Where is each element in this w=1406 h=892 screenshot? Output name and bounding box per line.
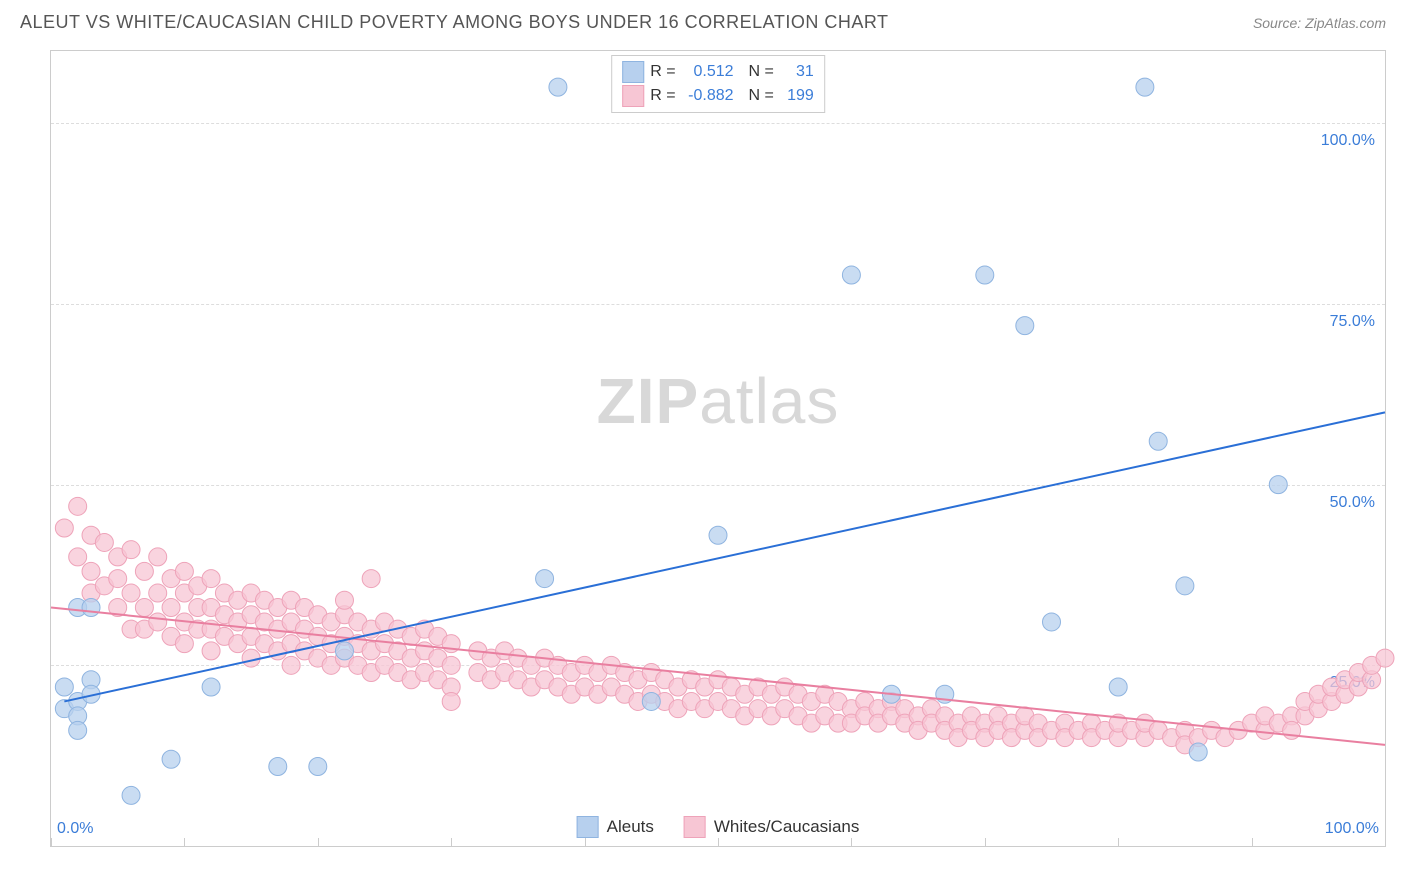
- data-point: [202, 642, 220, 660]
- legend-r-label: R =: [650, 60, 675, 84]
- x-tick-mark: [1385, 838, 1386, 846]
- data-point: [162, 750, 180, 768]
- data-point: [1269, 476, 1287, 494]
- data-point: [549, 78, 567, 96]
- data-point: [1136, 78, 1154, 96]
- data-point: [135, 599, 153, 617]
- data-point: [149, 613, 167, 631]
- correlation-legend: R = 0.512 N =31 R = -0.882 N =199: [611, 55, 825, 113]
- data-point: [69, 497, 87, 515]
- data-point: [842, 266, 860, 284]
- x-axis-max-label: 100.0%: [1325, 820, 1379, 838]
- data-point: [362, 570, 380, 588]
- data-point: [135, 562, 153, 580]
- data-point: [95, 533, 113, 551]
- data-point: [122, 541, 140, 559]
- data-point: [976, 266, 994, 284]
- legend-r-label: R =: [650, 84, 675, 108]
- data-point: [69, 548, 87, 566]
- legend-n-label: N =: [740, 84, 774, 108]
- data-point: [242, 649, 260, 667]
- legend-swatch: [622, 85, 644, 107]
- source-label: Source: ZipAtlas.com: [1253, 15, 1386, 31]
- data-point: [175, 635, 193, 653]
- data-point: [1376, 649, 1394, 667]
- data-point: [55, 678, 73, 696]
- data-point: [1109, 678, 1127, 696]
- data-point: [69, 721, 87, 739]
- data-point: [149, 548, 167, 566]
- data-point: [1149, 432, 1167, 450]
- data-point: [202, 678, 220, 696]
- data-point: [175, 562, 193, 580]
- data-point: [335, 591, 353, 609]
- series-legend: Aleuts Whites/Caucasians: [577, 816, 860, 838]
- legend-item: Whites/Caucasians: [684, 816, 860, 838]
- legend-r-value: 0.512: [682, 60, 734, 84]
- data-point: [149, 584, 167, 602]
- chart-area: ZIPatlas 25.0%50.0%75.0%100.0% R =0.512 …: [50, 50, 1386, 847]
- data-point: [269, 758, 287, 776]
- legend-row: R = 0.512 N =31: [622, 60, 814, 84]
- legend-r-value: -0.882: [682, 84, 734, 108]
- data-point: [536, 570, 554, 588]
- data-point: [202, 570, 220, 588]
- data-point: [109, 570, 127, 588]
- data-point: [122, 786, 140, 804]
- data-point: [335, 642, 353, 660]
- data-point: [55, 519, 73, 537]
- legend-n-label: N =: [740, 60, 774, 84]
- legend-n-value: 199: [780, 84, 814, 108]
- data-point: [282, 656, 300, 674]
- data-point: [642, 692, 660, 710]
- x-axis-min-label: 0.0%: [57, 820, 93, 838]
- scatter-plot: [51, 51, 1385, 846]
- legend-swatch: [684, 816, 706, 838]
- legend-item: Aleuts: [577, 816, 654, 838]
- data-point: [1176, 577, 1194, 595]
- data-point: [82, 562, 100, 580]
- data-point: [162, 599, 180, 617]
- legend-label: Whites/Caucasians: [714, 817, 860, 837]
- legend-swatch: [577, 816, 599, 838]
- data-point: [1189, 743, 1207, 761]
- data-point: [442, 692, 460, 710]
- legend-row: R = -0.882 N =199: [622, 84, 814, 108]
- data-point: [709, 526, 727, 544]
- data-point: [309, 758, 327, 776]
- data-point: [122, 584, 140, 602]
- trend-line: [64, 412, 1385, 701]
- legend-label: Aleuts: [607, 817, 654, 837]
- data-point: [1043, 613, 1061, 631]
- data-point: [1016, 317, 1034, 335]
- data-point: [82, 599, 100, 617]
- chart-title: ALEUT VS WHITE/CAUCASIAN CHILD POVERTY A…: [20, 12, 889, 33]
- legend-swatch: [622, 61, 644, 83]
- trend-line: [51, 608, 1385, 745]
- data-point: [442, 656, 460, 674]
- legend-n-value: 31: [780, 60, 814, 84]
